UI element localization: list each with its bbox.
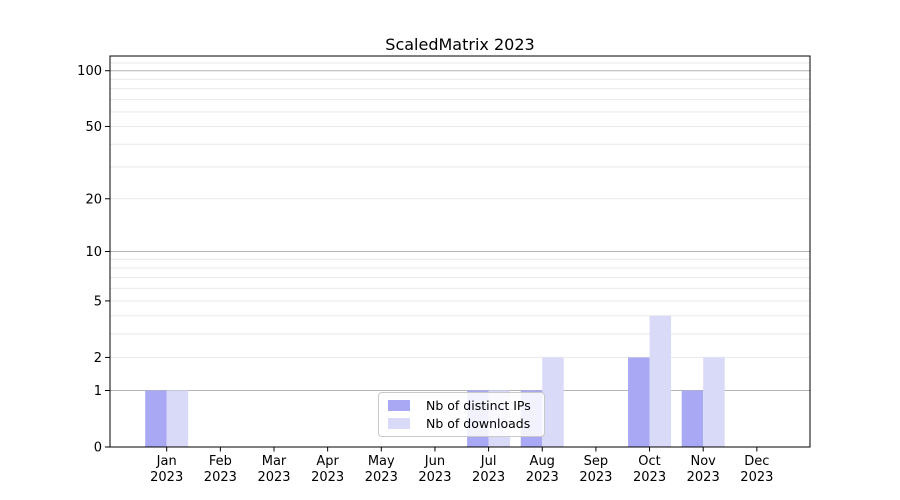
x-tick-label-month: Jul bbox=[480, 454, 497, 469]
x-tick-label-year: 2023 bbox=[633, 470, 666, 485]
x-tick-label-month: Dec bbox=[744, 454, 769, 469]
y-tick-label: 10 bbox=[85, 245, 102, 260]
x-tick-label-month: Jun bbox=[424, 454, 445, 469]
x-tick-label-month: Mar bbox=[262, 454, 287, 469]
y-tick-label: 1 bbox=[94, 384, 102, 399]
legend: Nb of distinct IPs Nb of downloads bbox=[378, 392, 545, 437]
y-tick-label: 20 bbox=[85, 192, 102, 207]
x-tick-label-year: 2023 bbox=[311, 470, 344, 485]
x-tick-label-month: Sep bbox=[584, 454, 609, 469]
x-tick-label-year: 2023 bbox=[150, 470, 183, 485]
x-tick-label-year: 2023 bbox=[418, 470, 451, 485]
legend-item-distinct-ips: Nb of distinct IPs bbox=[388, 398, 544, 413]
x-tick-label-year: 2023 bbox=[579, 470, 612, 485]
bar-nb-of-downloads-nov-2023 bbox=[703, 357, 725, 447]
legend-label-distinct-ips: Nb of distinct IPs bbox=[426, 398, 531, 413]
legend-item-downloads: Nb of downloads bbox=[388, 416, 544, 431]
x-tick-label-month: Oct bbox=[638, 454, 660, 469]
bar-nb-of-downloads-jan-2023 bbox=[166, 390, 189, 447]
x-tick-label-year: 2023 bbox=[687, 470, 720, 485]
x-tick-label-year: 2023 bbox=[257, 470, 290, 485]
x-tick-label-month: Jan bbox=[156, 454, 177, 469]
x-tick-label-year: 2023 bbox=[365, 470, 398, 485]
x-tick-label-month: Aug bbox=[530, 454, 555, 469]
chart-title: ScaledMatrix 2023 bbox=[385, 35, 535, 54]
y-tick-label: 100 bbox=[77, 64, 102, 79]
x-tick-label-month: Nov bbox=[691, 454, 717, 469]
legend-swatch-downloads bbox=[388, 418, 410, 429]
y-tick-label: 2 bbox=[94, 351, 102, 366]
bar-nb-of-downloads-oct-2023 bbox=[649, 315, 672, 447]
x-tick-label-year: 2023 bbox=[740, 470, 773, 485]
x-tick-label-year: 2023 bbox=[472, 470, 505, 485]
x-tick-label-month: Apr bbox=[316, 454, 339, 469]
bar-nb-of-distinct-ips-nov-2023 bbox=[681, 390, 704, 447]
y-tick-label: 5 bbox=[94, 294, 102, 309]
legend-label-downloads: Nb of downloads bbox=[426, 416, 531, 431]
y-tick-label: 0 bbox=[94, 441, 102, 456]
bar-nb-of-downloads-aug-2023 bbox=[542, 357, 564, 447]
x-tick-label-month: May bbox=[368, 454, 395, 469]
x-tick-label-month: Feb bbox=[209, 454, 232, 469]
y-tick-label: 50 bbox=[85, 120, 102, 135]
x-tick-label-year: 2023 bbox=[526, 470, 559, 485]
legend-swatch-distinct-ips bbox=[388, 400, 410, 411]
bar-nb-of-distinct-ips-oct-2023 bbox=[628, 357, 650, 447]
bar-nb-of-distinct-ips-jan-2023 bbox=[145, 390, 167, 447]
x-tick-label-year: 2023 bbox=[204, 470, 237, 485]
